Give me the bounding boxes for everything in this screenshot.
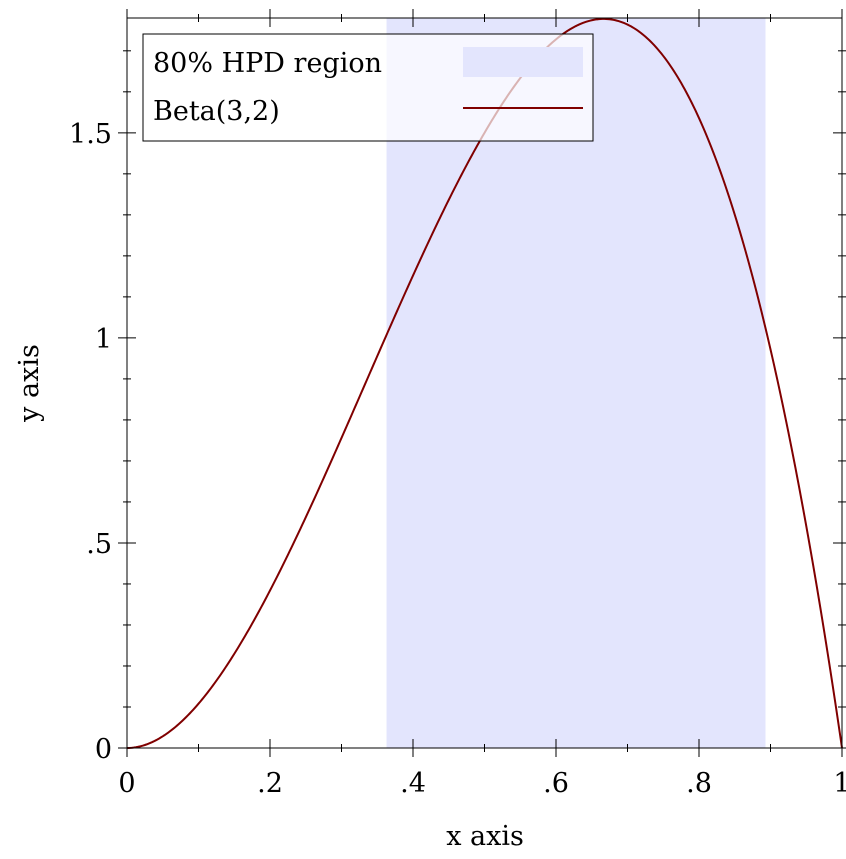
tick-labels-layer: 0 .2 .4 .6 .8 1 0 .5 1 1.5 [69, 119, 846, 799]
x-tick-label: 1 [833, 768, 846, 799]
y-tick-label: 1.5 [69, 119, 112, 150]
x-tick-label: 0 [118, 768, 135, 799]
x-tick-label: .2 [257, 768, 283, 799]
legend-label-beta: Beta(3,2) [153, 96, 280, 127]
x-tick-label: .8 [686, 768, 712, 799]
legend-swatch-hpd-region [463, 47, 583, 77]
y-tick-label: 1 [95, 324, 112, 355]
y-tick-label: .5 [86, 529, 112, 560]
y-axis-label: y axis [14, 344, 45, 423]
legend-label-hpd-region: 80% HPD region [153, 48, 382, 79]
x-axis-label: x axis [446, 821, 524, 852]
ticks-layer [118, 9, 846, 757]
y-tick-label: 0 [95, 734, 112, 765]
legend: 80% HPD region Beta(3,2) [142, 33, 594, 142]
x-tick-label: .4 [400, 768, 426, 799]
x-tick-label: .6 [543, 768, 569, 799]
